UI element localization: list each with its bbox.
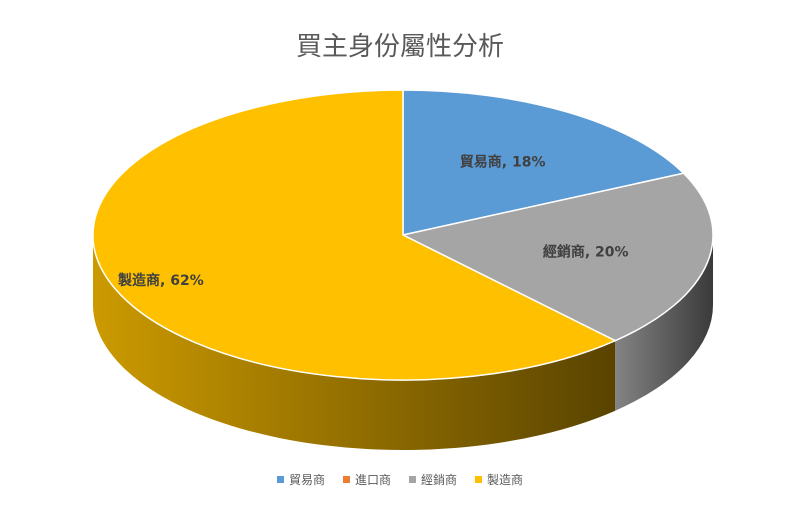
legend-swatch <box>475 476 483 483</box>
legend-label: 經銷商 <box>421 473 458 487</box>
pie-data-label: 製造商, 62% <box>117 272 204 289</box>
chart-title: 買主身份屬性分析 <box>295 32 504 62</box>
pie-data-label: 經銷商, 20% <box>543 243 629 260</box>
legend-item: 進口商 <box>342 471 391 488</box>
legend-swatch <box>342 476 350 483</box>
legend-label: 進口商 <box>354 473 391 487</box>
legend-swatch <box>276 476 284 483</box>
legend: 貿易商 進口商 經銷商 製造商 <box>0 471 800 488</box>
pie-slice-3 <box>92 89 617 381</box>
pie-slice-2 <box>400 172 714 342</box>
pie-slice-0 <box>402 89 686 236</box>
pie-side-2 <box>615 235 713 411</box>
pie-data-label: 貿易商, 18% <box>460 154 546 171</box>
legend-item: 貿易商 <box>276 471 325 488</box>
pie-slices <box>92 89 714 381</box>
legend-label: 貿易商 <box>288 473 325 487</box>
legend-label: 製造商 <box>487 473 524 487</box>
legend-item: 經銷商 <box>409 471 457 488</box>
pie-data-labels: 貿易商, 18% 經銷商, 20% 製造商, 62% <box>117 154 629 289</box>
legend-swatch <box>409 476 416 483</box>
pie-side-3 <box>93 235 616 450</box>
pie-sides <box>93 235 713 450</box>
legend-item: 製造商 <box>475 471 523 488</box>
